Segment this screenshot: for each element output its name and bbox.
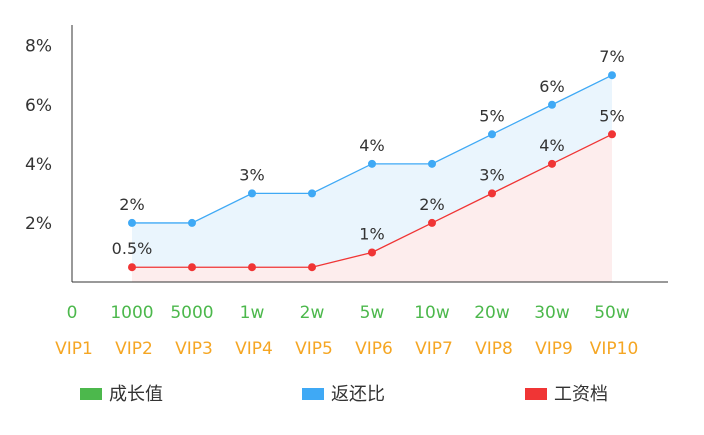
x-vip-label: VIP7 [415, 339, 453, 359]
data-point-fanhuanbi [248, 189, 256, 198]
data-label: 5% [479, 106, 504, 125]
y-tick-label: 6% [25, 96, 52, 116]
x-amount-label: 0 [67, 303, 78, 323]
data-point-fanhuanbi [488, 130, 496, 139]
legend-swatch [302, 388, 324, 400]
x-vip-label: VIP5 [295, 339, 333, 359]
x-amount-label: 30w [534, 303, 570, 323]
data-point-gongzidang [248, 263, 256, 272]
y-tick-label: 8% [25, 37, 52, 57]
data-label: 4% [539, 136, 564, 155]
x-amount-label: 5000 [170, 303, 213, 323]
data-point-fanhuanbi [308, 189, 316, 198]
legend-swatch [80, 388, 102, 400]
x-amount-label: 5w [360, 303, 385, 323]
data-label: 7% [599, 47, 624, 66]
legend-label: 返还比 [331, 384, 385, 405]
data-point-fanhuanbi [428, 159, 436, 168]
data-point-fanhuanbi [128, 218, 136, 227]
area-gongzidang [132, 134, 612, 282]
x-vip-label: VIP10 [590, 339, 639, 359]
data-point-gongzidang [428, 218, 436, 227]
data-point-gongzidang [188, 263, 196, 272]
data-label: 6% [539, 77, 564, 96]
x-vip-label: VIP3 [175, 339, 213, 359]
data-point-fanhuanbi [548, 100, 556, 109]
data-point-gongzidang [488, 189, 496, 198]
data-point-gongzidang [608, 130, 616, 139]
x-amount-label: 1w [240, 303, 265, 323]
data-label: 3% [239, 165, 264, 184]
legend-swatch [525, 388, 547, 400]
y-tick-label: 2% [25, 214, 52, 234]
x-vip-label: VIP4 [235, 339, 273, 359]
x-vip-label: VIP8 [475, 339, 513, 359]
data-point-gongzidang [548, 159, 556, 168]
data-label: 1% [359, 224, 384, 243]
x-amount-label: 1000 [110, 303, 153, 323]
data-point-fanhuanbi [608, 71, 616, 80]
data-label: 5% [599, 106, 624, 125]
data-point-gongzidang [368, 248, 376, 257]
data-label: 3% [479, 165, 504, 184]
data-label: 2% [419, 195, 444, 214]
data-label: 2% [119, 195, 144, 214]
legend-label: 工资档 [554, 384, 608, 405]
data-label: 0.5% [112, 239, 153, 258]
x-amount-label: 10w [414, 303, 450, 323]
x-vip-label: VIP1 [55, 339, 93, 359]
x-vip-label: VIP2 [115, 339, 153, 359]
data-point-gongzidang [308, 263, 316, 272]
data-point-fanhuanbi [368, 159, 376, 168]
x-amount-label: 2w [300, 303, 325, 323]
x-vip-label: VIP6 [355, 339, 393, 359]
x-amount-label: 50w [594, 303, 630, 323]
x-amount-label: 20w [474, 303, 510, 323]
y-tick-label: 4% [25, 155, 52, 175]
data-point-gongzidang [128, 263, 136, 272]
legend-label: 成长值 [109, 384, 163, 405]
data-label: 4% [359, 136, 384, 155]
x-vip-label: VIP9 [535, 339, 573, 359]
data-point-fanhuanbi [188, 218, 196, 227]
